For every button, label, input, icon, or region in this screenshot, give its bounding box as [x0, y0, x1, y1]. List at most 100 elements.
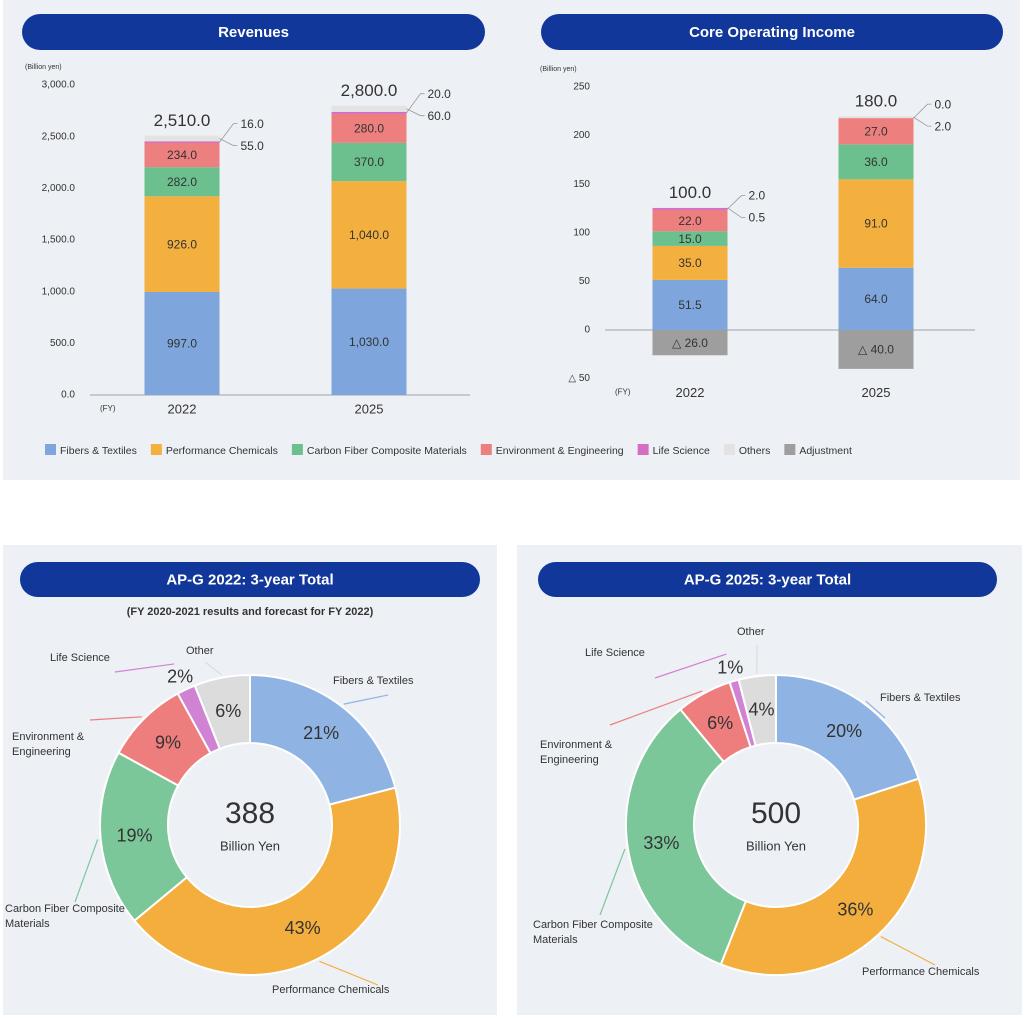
y-tick-label: 250 [573, 82, 590, 93]
legend-swatch [784, 444, 796, 455]
leader-line [406, 93, 425, 114]
segment-label: 27.0 [864, 124, 888, 138]
leader-line [219, 123, 238, 143]
leader-line [913, 116, 932, 127]
percent-label: 20% [826, 721, 862, 741]
segment-label: 280.0 [354, 122, 384, 136]
segment-label: 51.5 [678, 298, 702, 312]
donut-slice [99, 751, 189, 923]
segment-label: 0.0 [935, 97, 952, 111]
bar-segment [144, 196, 220, 292]
donut-slice [133, 786, 401, 976]
donut-slice [737, 673, 777, 747]
chart-title: AP-G 2025: 3-year Total [684, 571, 851, 588]
segment-label: 282.0 [167, 175, 197, 189]
leader-line [880, 936, 936, 966]
bar-segment [652, 231, 728, 246]
segment-label: 1,040.0 [349, 228, 389, 242]
bar-segment [331, 113, 407, 143]
segment-label: 36.0 [864, 155, 888, 169]
legend-swatch [723, 444, 735, 455]
center-total: 388 [225, 797, 275, 830]
donut-slice [719, 777, 927, 976]
total-label: 100.0 [669, 183, 712, 202]
bar-segment [331, 142, 407, 182]
segment-label: 60.0 [428, 109, 452, 123]
bar-segment [652, 279, 728, 330]
leader-line [865, 700, 886, 719]
leader-line [114, 663, 175, 673]
legend-swatch [150, 444, 162, 455]
bar-segment [144, 142, 220, 168]
chart-subtitle: (FY 2020-2021 results and forecast for F… [127, 606, 374, 618]
percent-label: 6% [707, 713, 733, 733]
y-tick-label: 50 [579, 276, 591, 287]
percent-label: 1% [717, 657, 743, 677]
title-pill [538, 562, 997, 597]
y-tick-label: 500.0 [50, 338, 75, 349]
segment-label: 91.0 [864, 217, 888, 231]
bar-segment [331, 111, 407, 114]
percent-label: 33% [643, 833, 679, 853]
y-axis-unit: (Billion yen) [540, 66, 577, 73]
x-tick-label: 2025 [355, 401, 384, 416]
legend-swatch [291, 444, 303, 455]
y-tick-label: 0 [584, 325, 590, 336]
legend-label: Carbon Fiber Composite Materials [307, 445, 467, 457]
leader-line [74, 839, 99, 903]
leader-line [219, 138, 238, 147]
bar-segment [144, 141, 220, 143]
leader-line [204, 661, 222, 676]
x-tick-label: 2022 [676, 385, 705, 400]
bar-segment [652, 330, 728, 356]
legend-label: Life Science [653, 445, 710, 457]
x-tick-label: 2022 [168, 401, 197, 416]
total-label: 180.0 [855, 92, 898, 111]
leader-line [89, 716, 142, 721]
percent-label: 2% [167, 666, 193, 686]
leader-line [609, 690, 703, 726]
leader-line [319, 960, 379, 986]
title-pill [22, 14, 485, 50]
y-tick-label: 3,000.0 [42, 80, 76, 91]
bar-segment [652, 208, 728, 210]
legend-label: Adjustment [799, 445, 852, 457]
donut-slice [249, 673, 397, 806]
bar-segment [838, 116, 914, 119]
x-tick-label: 2025 [862, 385, 891, 400]
y-axis-unit: (Billion yen) [25, 64, 62, 71]
segment-label: 1,030.0 [349, 335, 389, 349]
segment-label: 35.0 [678, 256, 702, 270]
legend-swatch [637, 444, 649, 455]
bar-segment [838, 179, 914, 268]
legend-swatch [480, 444, 492, 455]
bar-segment [331, 105, 407, 112]
title-pill [541, 14, 1003, 50]
leader-line [654, 653, 727, 679]
segment-label: 22.0 [678, 214, 702, 228]
chart-title: Revenues [218, 24, 289, 41]
bar-segment [331, 288, 407, 395]
segment-label: 370.0 [354, 155, 384, 169]
bar-segment [144, 167, 220, 197]
y-tick-label: 0.0 [61, 390, 75, 401]
segment-label: 0.5 [749, 211, 766, 225]
bar-segment [331, 181, 407, 289]
segment-label: 2.0 [935, 119, 952, 133]
x-axis-unit: (FY) [100, 404, 116, 413]
bar-segment [144, 291, 220, 395]
bar-segment [838, 330, 914, 369]
segment-label: 2.0 [749, 189, 766, 203]
y-tick-label: △ 50 [568, 373, 590, 384]
percent-label: 4% [748, 700, 774, 720]
segment-label: 234.0 [167, 148, 197, 162]
x-axis-unit: (FY) [615, 388, 631, 397]
y-tick-label: 150 [573, 179, 590, 190]
y-tick-label: 1,000.0 [42, 286, 76, 297]
leader-line [599, 848, 626, 916]
leader-line [727, 207, 746, 218]
segment-label: △ 26.0 [672, 336, 708, 350]
segment-label: 64.0 [864, 292, 888, 306]
y-tick-label: 100 [573, 227, 590, 238]
